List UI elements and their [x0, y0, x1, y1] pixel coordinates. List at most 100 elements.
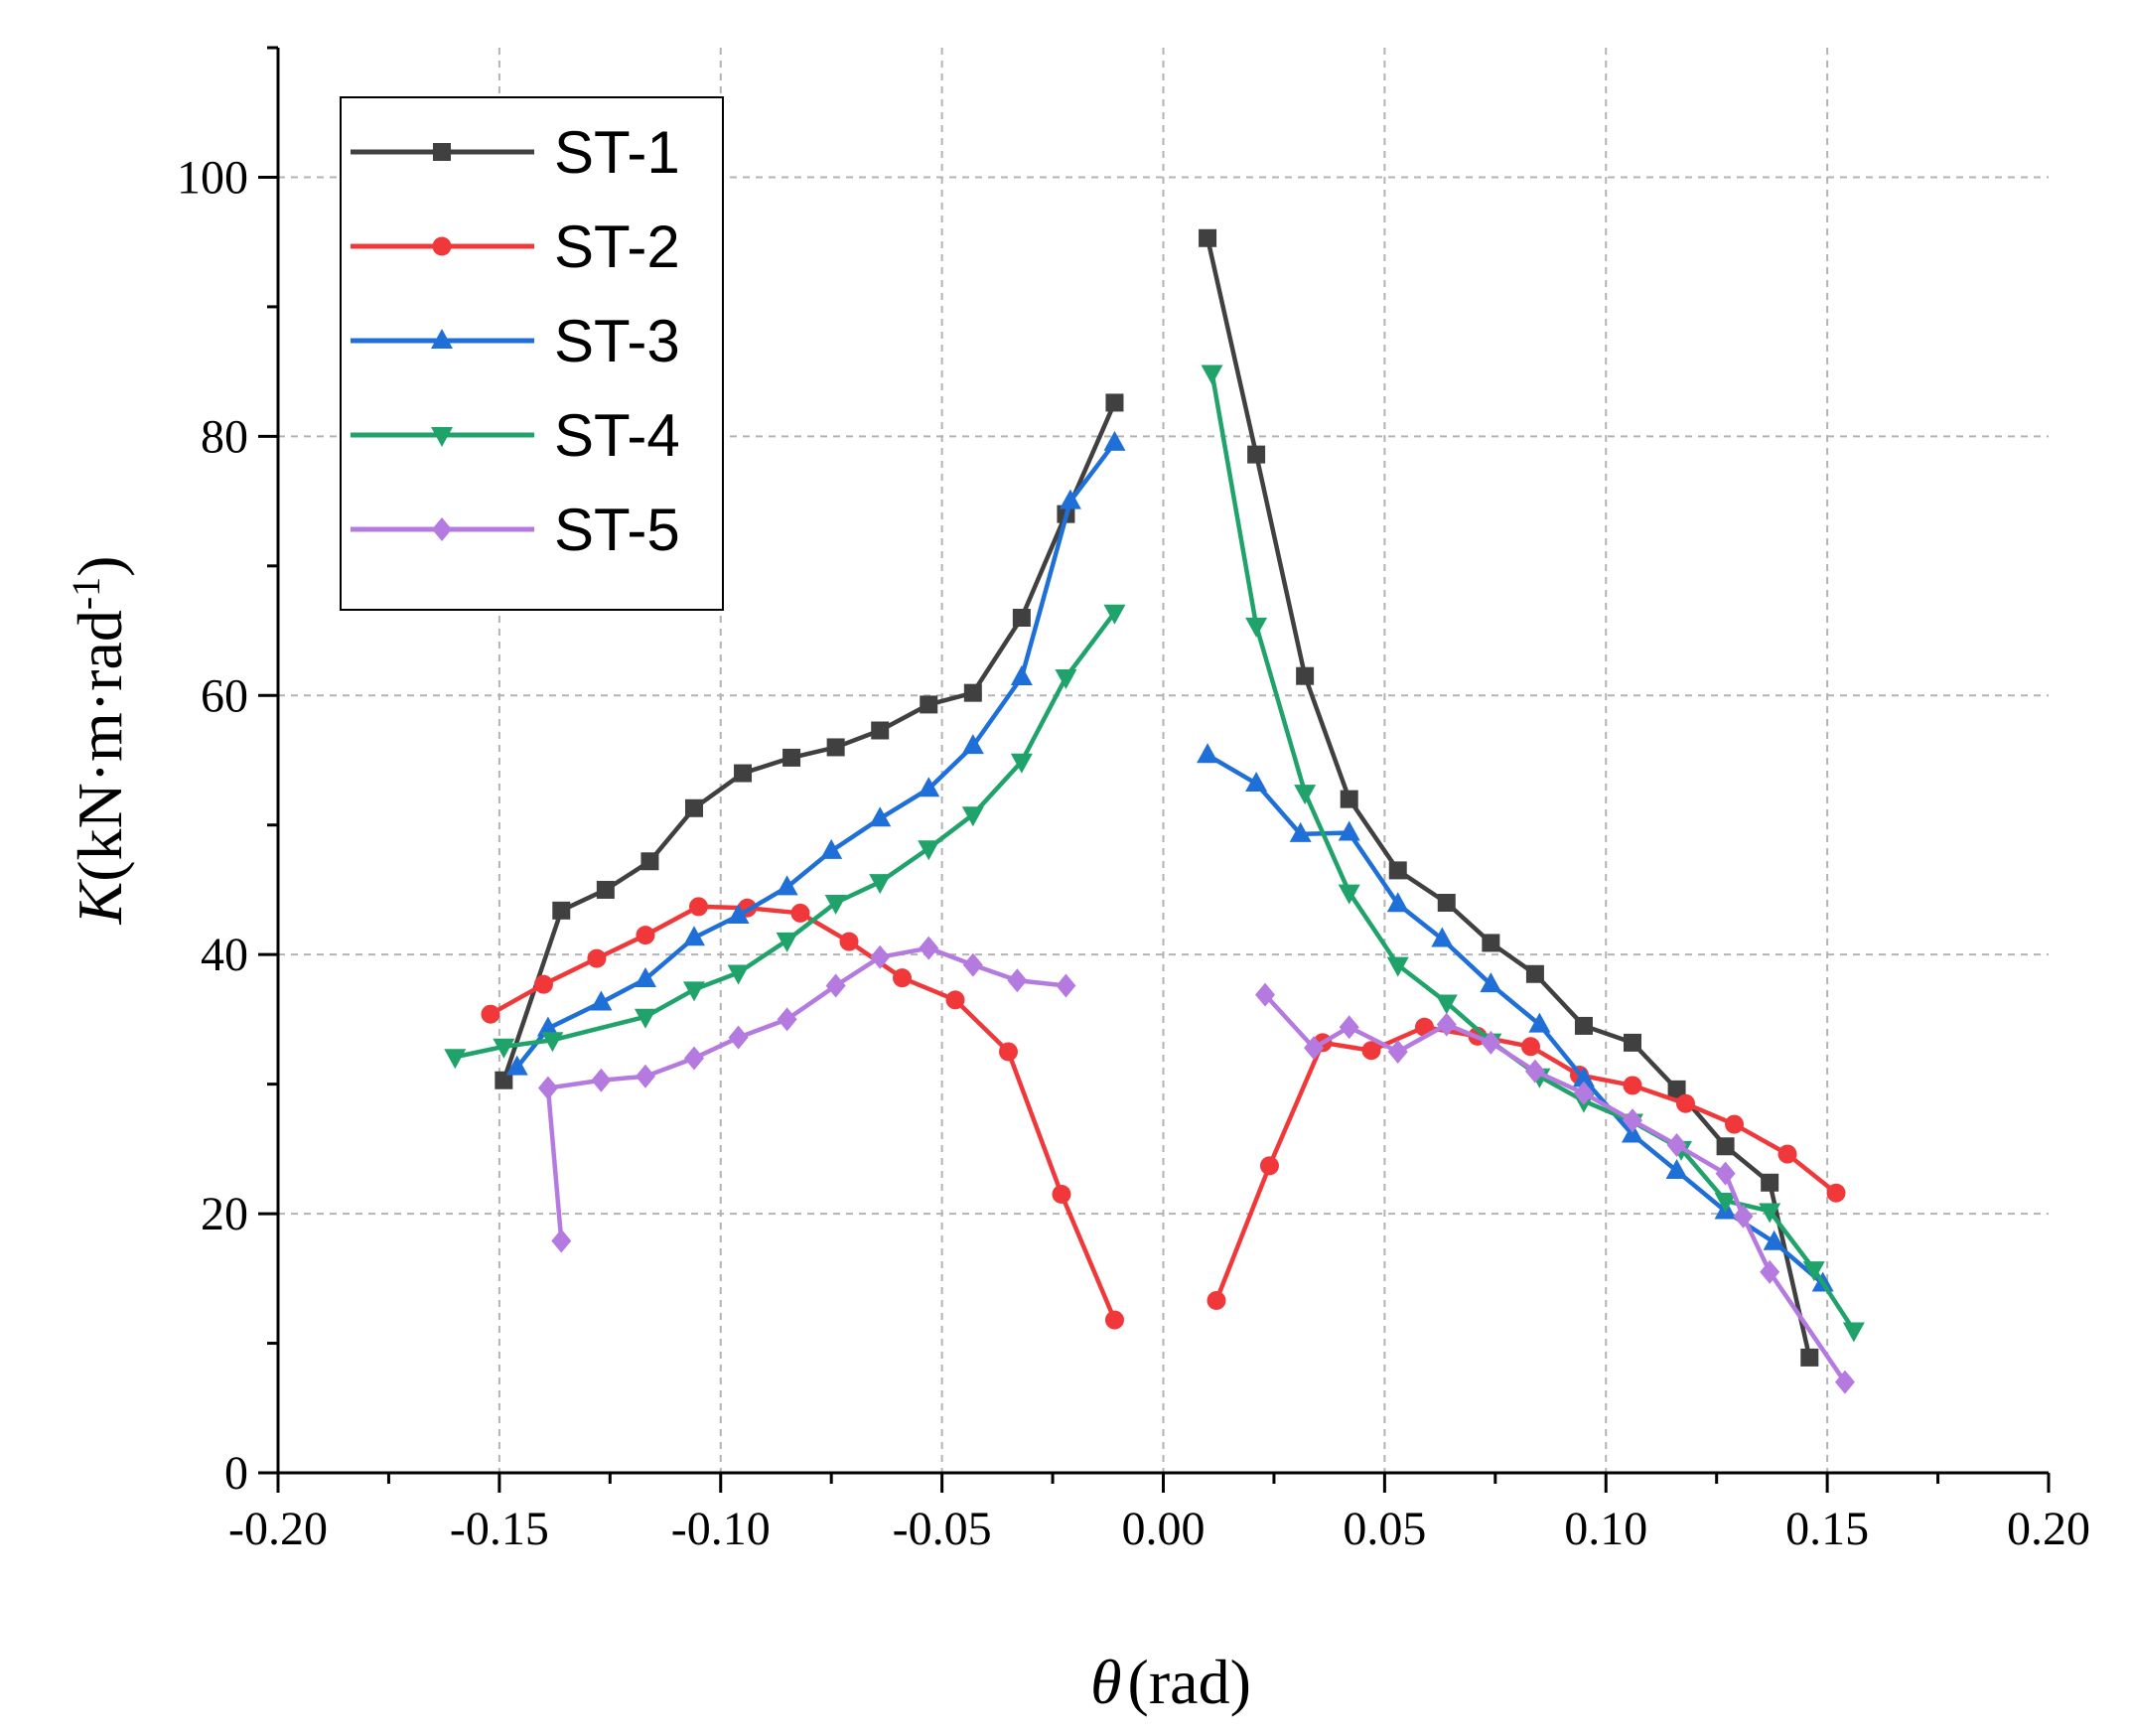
x-tick-label: 0.10 — [1564, 1503, 1647, 1555]
data-point-st-5 — [684, 1046, 705, 1071]
data-point-st-5 — [777, 1007, 797, 1032]
data-point-st-5 — [1255, 982, 1276, 1007]
data-point-st-2 — [1520, 1037, 1540, 1057]
data-point-st-5 — [1834, 1370, 1855, 1394]
data-point-st-3 — [1480, 972, 1502, 993]
data-point-st-5 — [591, 1068, 612, 1092]
data-point-st-2 — [1259, 1156, 1279, 1176]
legend-marker-st-2 — [432, 236, 452, 256]
legend-marker-st-1 — [433, 143, 451, 161]
data-point-st-4 — [1201, 364, 1223, 385]
data-point-st-4 — [1842, 1322, 1865, 1343]
data-point-st-3 — [1528, 1012, 1551, 1033]
data-point-st-1 — [1761, 1173, 1779, 1192]
x-tick-label: -0.05 — [893, 1503, 992, 1555]
data-point-st-1 — [826, 738, 845, 757]
x-axis-unit: (rad) — [1128, 1647, 1251, 1717]
x-tick-label: -0.10 — [671, 1503, 771, 1555]
data-point-st-1 — [1623, 1033, 1641, 1052]
data-point-st-3 — [1763, 1230, 1785, 1250]
data-point-st-2 — [1104, 1310, 1124, 1330]
data-point-st-4 — [1435, 994, 1458, 1015]
series-st-1 — [495, 228, 1819, 1367]
data-point-st-5 — [635, 1064, 655, 1088]
grid — [278, 48, 2049, 1473]
data-point-st-5 — [1524, 1059, 1545, 1084]
data-point-st-5 — [551, 1229, 572, 1253]
legend-label-st-5: ST-5 — [554, 497, 680, 563]
data-point-st-1 — [1296, 666, 1315, 685]
legend-label-st-1: ST-1 — [554, 119, 680, 186]
data-point-st-5 — [1573, 1081, 1594, 1105]
x-tick-label: -0.20 — [228, 1503, 328, 1555]
data-point-st-5 — [1056, 973, 1076, 998]
x-axis-symbol: θ — [1090, 1647, 1121, 1717]
legend-marker-st-4 — [431, 427, 453, 447]
y-tick-label: 60 — [201, 669, 248, 722]
data-point-st-2 — [636, 926, 655, 945]
data-point-st-2 — [839, 932, 859, 951]
data-point-st-1 — [1437, 894, 1456, 912]
data-point-st-3 — [918, 777, 940, 797]
data-point-st-4 — [1103, 604, 1126, 625]
data-point-st-5 — [1387, 1040, 1408, 1065]
series-line-st-5 — [1263, 993, 1847, 1383]
data-point-st-5 — [1760, 1259, 1780, 1284]
data-point-st-5 — [870, 944, 891, 969]
data-point-st-5 — [537, 1076, 558, 1100]
x-tick-label: 0.20 — [2007, 1503, 2090, 1555]
data-point-st-1 — [1716, 1137, 1735, 1156]
data-point-st-2 — [1675, 1093, 1695, 1113]
data-point-st-3 — [1289, 821, 1312, 842]
y-tick-label: 100 — [177, 151, 248, 204]
data-point-st-5 — [919, 936, 939, 960]
data-point-st-1 — [1247, 445, 1266, 464]
series-line-st-3 — [1206, 753, 1825, 1286]
data-point-st-3 — [1197, 743, 1219, 764]
data-point-st-4 — [869, 874, 892, 895]
data-point-st-1 — [920, 695, 938, 714]
data-point-st-2 — [790, 903, 810, 923]
data-point-st-2 — [1725, 1114, 1745, 1134]
data-point-st-3 — [1103, 430, 1126, 451]
data-point-st-5 — [1666, 1132, 1687, 1157]
legend-label-st-3: ST-3 — [554, 308, 680, 374]
x-tick-label: 0.00 — [1122, 1503, 1206, 1555]
data-point-st-1 — [596, 880, 615, 899]
legend-box — [340, 96, 724, 611]
data-point-st-3 — [683, 926, 706, 946]
data-point-st-2 — [1826, 1183, 1846, 1203]
data-point-st-4 — [634, 1008, 656, 1029]
data-point-st-2 — [533, 974, 553, 994]
data-point-st-4 — [1245, 617, 1268, 638]
legend-label-st-4: ST-4 — [554, 402, 680, 469]
data-point-st-1 — [1340, 790, 1358, 808]
data-point-st-1 — [1388, 861, 1407, 880]
data-point-st-2 — [893, 968, 913, 988]
y-tick-label: 0 — [224, 1447, 248, 1500]
data-point-st-1 — [1800, 1348, 1819, 1367]
data-point-st-5 — [1304, 1036, 1325, 1061]
data-point-st-4 — [961, 806, 984, 827]
data-point-st-1 — [640, 852, 659, 871]
x-tick-label: 0.05 — [1343, 1503, 1426, 1555]
data-point-st-5 — [1436, 1012, 1457, 1037]
data-point-st-5 — [1481, 1030, 1501, 1055]
data-point-st-4 — [1338, 884, 1360, 905]
data-point-st-3 — [1665, 1159, 1688, 1180]
x-tick-label: 0.15 — [1785, 1503, 1869, 1555]
data-point-st-1 — [1105, 393, 1124, 412]
data-point-st-5 — [728, 1025, 749, 1050]
data-point-st-4 — [1802, 1261, 1825, 1282]
x-tick-label: -0.15 — [450, 1503, 549, 1555]
data-point-st-4 — [1055, 669, 1077, 690]
legend-marker-st-3 — [431, 329, 453, 349]
legend: ST-1 ST-2 ST-3 ST-4 ST-5 — [340, 96, 724, 611]
data-point-st-1 — [1199, 228, 1217, 247]
data-point-st-4 — [1294, 785, 1317, 805]
series-line-st-1 — [1205, 237, 1812, 1359]
data-point-st-3 — [505, 1055, 528, 1076]
data-point-st-4 — [1759, 1203, 1781, 1224]
data-point-st-4 — [824, 895, 847, 915]
